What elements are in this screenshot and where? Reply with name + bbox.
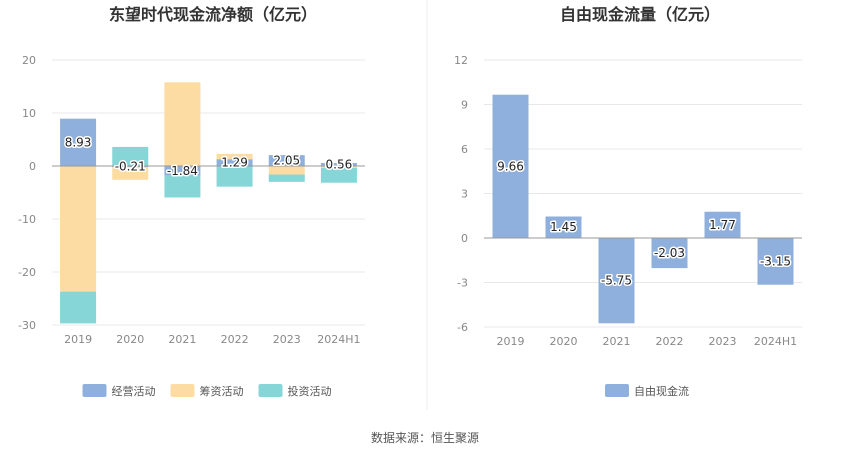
left-bar-投资活动-2021 xyxy=(164,175,201,198)
right-chart-bars xyxy=(492,94,794,324)
right-y-tick-label: -3 xyxy=(457,277,468,290)
right-y-tick-label: 12 xyxy=(454,54,468,67)
right-chart-gridlines xyxy=(484,59,802,328)
left-legend-swatch[interactable] xyxy=(170,384,195,397)
left-chart-x-ticks: 2019 2020 2021 2022 2023 2024H1 xyxy=(64,333,360,346)
right-chart-y-ticks: 12 9 6 3 0 -3 -6 xyxy=(454,54,468,334)
left-data-label: 1.29 xyxy=(221,156,248,170)
left-bar-筹资活动-2022 xyxy=(216,153,253,160)
right-y-tick-label: -6 xyxy=(457,321,468,334)
left-y-tick-label: 0 xyxy=(29,160,36,173)
left-legend-label[interactable]: 投资活动 xyxy=(288,384,332,398)
left-legend-swatch[interactable] xyxy=(82,384,107,397)
left-bar-筹资活动-2024H1 xyxy=(320,166,357,168)
left-bar-经营活动-2022 xyxy=(216,159,253,166)
left-y-tick-label: 10 xyxy=(22,107,36,120)
left-data-label: 8.93 xyxy=(65,135,92,149)
left-chart-gridlines xyxy=(52,59,365,326)
left-chart-bars xyxy=(60,82,357,324)
left-y-tick-label: -20 xyxy=(18,266,36,279)
left-bar-筹资活动-2019 xyxy=(60,166,97,292)
left-data-label: 0.56 xyxy=(326,158,353,172)
left-data-label: -1.84 xyxy=(167,164,198,178)
right-bar-自由现金流-2022 xyxy=(651,238,688,269)
right-chart-title: 自由现金流量（亿元） xyxy=(560,5,720,24)
right-data-label: 1.45 xyxy=(550,220,577,234)
right-bar-自由现金流-2021 xyxy=(598,238,635,324)
left-y-tick-label: -10 xyxy=(18,213,36,226)
left-x-tick-label: 2023 xyxy=(273,333,301,346)
right-data-label: -5.75 xyxy=(601,274,632,288)
right-x-tick-label: 2024H1 xyxy=(754,335,797,348)
left-chart-legend: 经营活动 筹资活动 投资活动 xyxy=(82,384,332,398)
right-x-tick-label: 2020 xyxy=(550,335,578,348)
right-data-label: -3.15 xyxy=(760,254,791,268)
left-bar-筹资活动-2020 xyxy=(112,167,149,180)
right-bar-自由现金流-2023 xyxy=(704,211,741,238)
right-data-label: 1.77 xyxy=(709,218,736,232)
left-legend-label[interactable]: 经营活动 xyxy=(112,384,156,398)
left-bar-筹资活动-2023 xyxy=(268,166,305,175)
left-data-label: -0.21 xyxy=(115,160,146,174)
right-y-tick-label: 6 xyxy=(461,143,468,156)
right-bar-自由现金流-2020 xyxy=(545,216,582,238)
right-y-tick-label: 3 xyxy=(461,188,468,201)
left-bar-经营活动-2020 xyxy=(112,166,149,168)
right-y-tick-label: 0 xyxy=(461,232,468,245)
left-bar-经营活动-2024H1 xyxy=(320,163,357,166)
right-x-tick-label: 2019 xyxy=(497,335,525,348)
left-bar-投资活动-2022 xyxy=(216,166,253,187)
right-chart-x-ticks: 2019 2020 2021 2022 2023 2024H1 xyxy=(497,335,798,348)
left-chart-title: 东望时代现金流净额（亿元） xyxy=(109,5,317,24)
left-chart-data-labels: 8.93 -0.21 -1.84 1.29 2.05 0.56 xyxy=(63,134,354,180)
left-data-label: 2.05 xyxy=(273,154,300,168)
left-legend-label[interactable]: 筹资活动 xyxy=(200,384,244,398)
right-y-tick-label: 9 xyxy=(461,99,468,112)
right-bar-自由现金流-2019 xyxy=(492,94,529,239)
left-bar-经营活动-2023 xyxy=(268,155,305,166)
right-legend-swatch[interactable] xyxy=(605,384,629,397)
right-x-tick-label: 2022 xyxy=(656,335,684,348)
left-x-tick-label: 2021 xyxy=(168,333,196,346)
source-note: 数据来源：恒生聚源 xyxy=(371,430,479,445)
right-x-tick-label: 2023 xyxy=(709,335,737,348)
left-x-tick-label: 2022 xyxy=(221,333,249,346)
left-chart-y-ticks: 20 10 0 -10 -20 -30 xyxy=(18,54,36,332)
right-data-label: -2.03 xyxy=(654,246,685,260)
left-legend-swatch[interactable] xyxy=(258,384,283,397)
left-bar-投资活动-2024H1 xyxy=(320,167,357,183)
left-bar-经营活动-2019 xyxy=(60,118,97,166)
left-x-tick-label: 2019 xyxy=(64,333,92,346)
right-chart-legend: 自由现金流 xyxy=(605,384,689,398)
right-data-label: 9.66 xyxy=(497,159,524,173)
left-bar-筹资活动-2021 xyxy=(164,82,201,166)
left-y-tick-label: 20 xyxy=(22,54,36,67)
left-bar-经营活动-2021 xyxy=(164,166,201,176)
left-bar-投资活动-2023 xyxy=(268,174,305,182)
left-bar-投资活动-2019 xyxy=(60,291,97,324)
left-bar-投资活动-2020 xyxy=(112,146,149,166)
right-legend-label[interactable]: 自由现金流 xyxy=(634,384,689,398)
left-y-tick-label: -30 xyxy=(18,319,36,332)
left-x-tick-label: 2020 xyxy=(116,333,144,346)
right-chart-data-labels: 9.66 1.45 -5.75 -2.03 1.77 -3.15 xyxy=(496,158,793,289)
right-x-tick-label: 2021 xyxy=(603,335,631,348)
left-x-tick-label: 2024H1 xyxy=(317,333,360,346)
right-bar-自由现金流-2024H1 xyxy=(757,238,794,285)
